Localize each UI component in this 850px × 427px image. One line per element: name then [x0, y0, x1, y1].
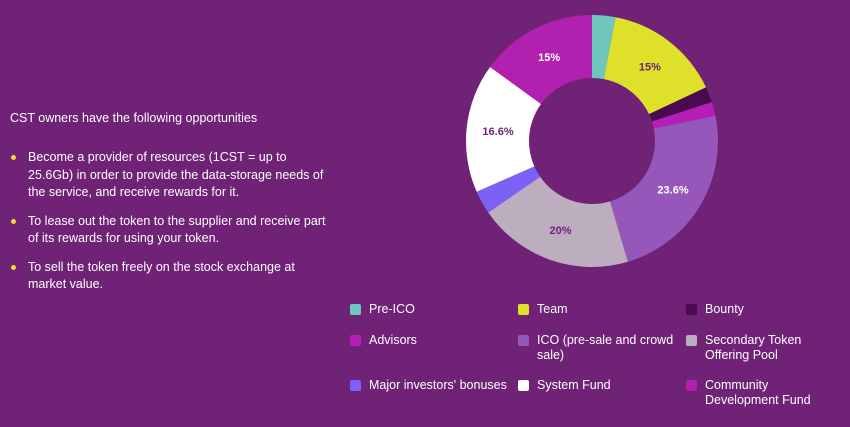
legend-label: Bounty: [705, 302, 744, 316]
donut-slice: [488, 176, 628, 267]
donut-slice: [592, 15, 616, 80]
legend-label: Major investors' bonuses: [369, 378, 507, 392]
opportunity-text: Become a provider of resources (1CST = u…: [28, 150, 324, 199]
opportunity-item: To sell the token freely on the stock ex…: [10, 259, 330, 294]
opportunities-list: Become a provider of resources (1CST = u…: [10, 149, 330, 305]
legend-item-bounty: Bounty: [686, 302, 845, 317]
bullet-dot-icon: [11, 218, 16, 224]
slice-data-label: 23.6%: [657, 185, 688, 197]
legend-item-system-fund: System Fund: [518, 378, 678, 393]
legend-label: Secondary Token Offering Pool: [705, 333, 802, 362]
donut-slice: [649, 87, 712, 122]
legend-swatch: [518, 304, 529, 315]
legend-swatch: [518, 380, 529, 391]
slice-data-label: 15%: [639, 61, 661, 73]
opportunity-text: To lease out the token to the supplier a…: [28, 213, 326, 246]
slice-data-label: 15%: [538, 52, 560, 64]
legend-swatch: [518, 335, 529, 346]
intro-text: CST owners have the following opportunit…: [10, 111, 258, 125]
legend-swatch: [350, 380, 361, 391]
legend-item-community-development-fund: Community Development Fund: [686, 378, 845, 408]
slice-data-label: 16.6%: [482, 126, 513, 138]
chart-legend: Pre-ICO Team Bounty Advisors ICO (pre-sa…: [350, 302, 845, 422]
legend-label: Team: [537, 302, 568, 316]
legend-item-secondary-token-offering-pool: Secondary Token Offering Pool: [686, 333, 816, 363]
bullet-dot-icon: [11, 155, 16, 160]
opportunity-item: To lease out the token to the supplier a…: [10, 213, 330, 248]
legend-swatch: [686, 380, 697, 391]
legend-item-pre-ico: Pre-ICO: [350, 302, 500, 317]
bullet-dot-icon: [11, 264, 16, 270]
donut-slice: [476, 166, 541, 213]
legend-item-ico: ICO (pre-sale and crowd sale): [518, 333, 678, 363]
legend-label: ICO (pre-sale and crowd sale): [537, 333, 674, 362]
token-distribution-donut-chart: 15% 23.6% 20% 16.6% 15%: [466, 15, 718, 267]
opportunity-text: To sell the token freely on the stock ex…: [28, 259, 295, 292]
legend-item-team: Team: [518, 302, 678, 317]
legend-item-advisors: Advisors: [350, 333, 500, 348]
donut-slice: [609, 115, 718, 262]
legend-item-major-investors-bonuses: Major investors' bonuses: [350, 378, 515, 393]
donut-slice: [490, 15, 592, 104]
slice-data-label: 20%: [550, 225, 572, 237]
legend-swatch: [350, 335, 361, 346]
legend-label: System Fund: [537, 378, 611, 392]
legend-label: Community Development Fund: [705, 378, 811, 407]
donut-slice: [466, 66, 542, 192]
legend-label: Pre-ICO: [369, 302, 415, 316]
legend-label: Advisors: [369, 333, 417, 347]
donut-slice: [651, 102, 716, 129]
legend-swatch: [686, 335, 697, 346]
legend-swatch: [350, 304, 361, 315]
legend-swatch: [686, 304, 697, 315]
opportunity-item: Become a provider of resources (1CST = u…: [10, 149, 330, 202]
donut-slice: [603, 17, 707, 115]
